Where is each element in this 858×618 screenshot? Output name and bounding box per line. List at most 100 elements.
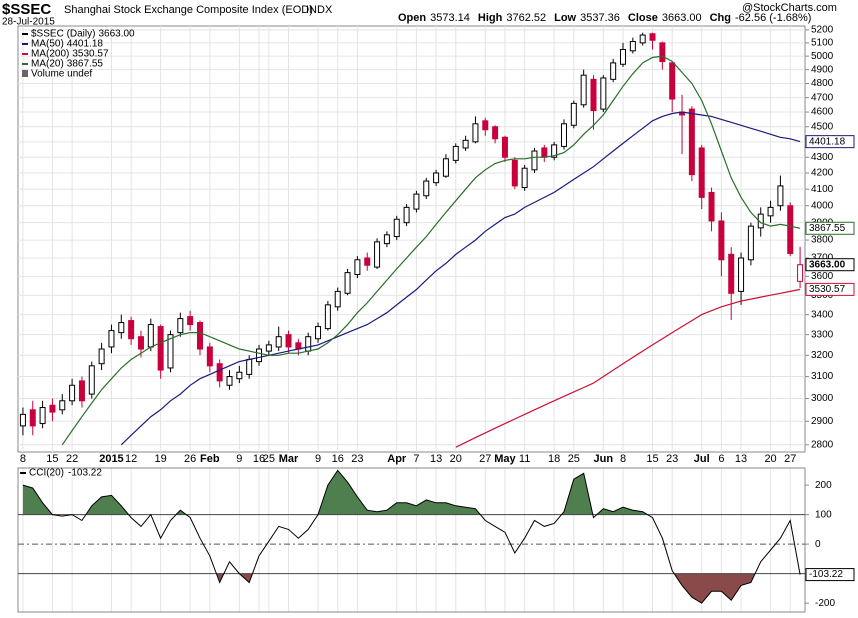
candle-body xyxy=(570,102,577,126)
candle-body xyxy=(738,257,745,292)
y-tick-label: 4700 xyxy=(811,92,834,103)
candle-body xyxy=(167,334,174,369)
x-tick-label: 19 xyxy=(155,453,167,465)
value-box xyxy=(805,258,855,272)
candle-body xyxy=(639,34,646,44)
plot-area xyxy=(17,467,806,613)
panel-title: CCI(20) xyxy=(29,468,64,479)
candle-body xyxy=(797,264,804,282)
candle-body xyxy=(413,193,420,210)
candle-body xyxy=(629,41,636,52)
x-tick-label: 12 xyxy=(125,453,137,465)
legend-value: 3530.57 xyxy=(72,49,109,60)
candle-body xyxy=(315,326,322,340)
y-tick-label: 4000 xyxy=(811,200,834,211)
y-tick-label: 4300 xyxy=(811,152,834,163)
x-tick-label: 26 xyxy=(184,453,196,465)
candle-body xyxy=(354,259,361,275)
legend-swatch xyxy=(22,70,28,77)
candle-body xyxy=(147,324,154,348)
candle-body xyxy=(728,253,735,294)
quote-value: -62.56 (-1.68%) xyxy=(735,12,811,24)
candle-body xyxy=(324,304,331,330)
candle-body xyxy=(334,290,341,308)
quote-value: 3537.36 xyxy=(580,12,620,24)
x-tick-label: 16 xyxy=(253,453,265,465)
x-tick-label: 25 xyxy=(568,453,580,465)
y-tick-label: 4800 xyxy=(811,78,834,89)
cci-fill xyxy=(216,573,801,604)
cci-line xyxy=(22,469,801,604)
candle-body xyxy=(196,322,203,350)
legend-label: MA(50) xyxy=(31,39,64,50)
candle-body xyxy=(236,371,243,380)
candle-body xyxy=(600,77,607,110)
candle-body xyxy=(383,234,390,245)
x-tick-label: Feb xyxy=(200,453,220,465)
candle-body xyxy=(59,400,66,411)
exchange: INDX xyxy=(306,4,333,16)
y-tick-label: 2900 xyxy=(811,416,834,427)
candle-body xyxy=(137,336,144,350)
value-box xyxy=(805,221,855,235)
value-box xyxy=(805,282,855,296)
candle-body xyxy=(256,348,263,363)
x-tick-label: 8 xyxy=(620,453,626,465)
x-tick-label: 9 xyxy=(236,453,242,465)
y-tick-label: 3200 xyxy=(811,350,834,361)
candle-body xyxy=(708,191,715,222)
candle-body xyxy=(521,167,528,189)
candle-body xyxy=(118,322,125,334)
x-tick-label: 8 xyxy=(20,453,26,465)
candle-body xyxy=(305,336,312,352)
candle-body xyxy=(551,144,558,158)
candle-body xyxy=(747,225,754,261)
x-tick-label: 27 xyxy=(784,453,796,465)
legend-value: 4401.18 xyxy=(67,39,104,50)
y-tick-label: 5000 xyxy=(811,51,834,62)
candle-body xyxy=(393,218,400,238)
source: @StockCharts.com xyxy=(742,2,837,14)
value-label: 3530.57 xyxy=(809,284,846,295)
y-tick-label: 3000 xyxy=(811,393,834,404)
y-tick-label: 3100 xyxy=(811,371,834,382)
candle-body xyxy=(767,206,774,217)
candle-body xyxy=(669,62,676,100)
candle-body xyxy=(49,404,56,413)
index-name: Shanghai Stock Exchange Composite Index … xyxy=(64,4,313,16)
candle-body xyxy=(403,206,410,224)
ma-line xyxy=(455,288,801,448)
y-tick-label: 3400 xyxy=(811,309,834,320)
candle-body xyxy=(374,241,381,268)
candle-body xyxy=(560,123,567,147)
candle-body xyxy=(718,220,725,261)
candle-body xyxy=(157,326,164,371)
x-tick-label: Jun xyxy=(594,453,614,465)
candle-body xyxy=(19,413,26,427)
candle-body xyxy=(39,407,46,425)
quote-value: 3573.14 xyxy=(430,12,470,24)
y-tick-label: 2800 xyxy=(811,439,834,450)
quote-label: Close xyxy=(628,12,658,24)
candle-body xyxy=(649,33,656,41)
x-tick-label: 23 xyxy=(666,453,678,465)
x-tick-label: 13 xyxy=(735,453,747,465)
candle-body xyxy=(462,139,469,149)
candle-body xyxy=(580,74,587,106)
quote-label: Chg xyxy=(710,12,731,24)
candle-body xyxy=(541,147,548,158)
x-tick-label: 23 xyxy=(351,453,363,465)
legend-label: Volume undef xyxy=(31,69,92,80)
cci-fill xyxy=(22,470,801,515)
legend-value: 3663.00 xyxy=(98,29,135,40)
candle-body xyxy=(777,185,784,207)
y-tick-label: 4500 xyxy=(811,121,834,132)
x-tick-label: 25 xyxy=(263,453,275,465)
candle-body xyxy=(29,409,36,427)
x-tick-label: 9 xyxy=(315,453,321,465)
value-label: 3867.55 xyxy=(809,223,846,234)
legend-value: 3867.55 xyxy=(67,59,104,70)
candle-body xyxy=(226,376,233,386)
